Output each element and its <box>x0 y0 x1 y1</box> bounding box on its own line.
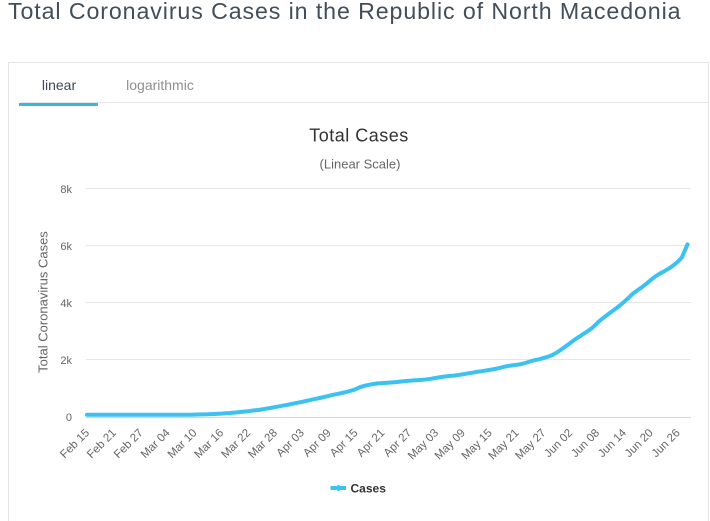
svg-text:Total Cases: Total Cases <box>309 126 409 146</box>
svg-text:Feb 15: Feb 15 <box>58 427 92 461</box>
svg-text:Jun 02: Jun 02 <box>542 427 575 460</box>
svg-text:Apr 03: Apr 03 <box>274 427 306 459</box>
svg-text:(Linear Scale): (Linear Scale) <box>320 157 401 172</box>
svg-text:Total Coronavirus Cases: Total Coronavirus Cases <box>36 231 51 373</box>
svg-text:Mar 22: Mar 22 <box>219 427 253 461</box>
svg-text:Jun 20: Jun 20 <box>623 427 656 460</box>
svg-text:Apr 21: Apr 21 <box>355 427 387 459</box>
svg-text:Mar 10: Mar 10 <box>166 427 200 461</box>
svg-text:2k: 2k <box>60 355 72 367</box>
svg-text:Jun 14: Jun 14 <box>596 427 629 460</box>
svg-text:May 27: May 27 <box>513 427 548 462</box>
svg-text:4k: 4k <box>60 298 72 310</box>
svg-text:Mar 16: Mar 16 <box>193 427 227 461</box>
svg-text:Jun 26: Jun 26 <box>650 427 683 460</box>
svg-text:Apr 15: Apr 15 <box>328 427 360 459</box>
svg-text:Cases: Cases <box>351 482 387 496</box>
svg-text:Mar 28: Mar 28 <box>246 427 280 461</box>
svg-text:6k: 6k <box>60 241 72 253</box>
svg-text:Feb 21: Feb 21 <box>85 427 119 461</box>
svg-text:Feb 27: Feb 27 <box>112 427 146 461</box>
svg-text:8k: 8k <box>60 184 72 196</box>
svg-text:Jun 08: Jun 08 <box>569 427 602 460</box>
svg-text:Apr 09: Apr 09 <box>301 427 333 459</box>
svg-text:0: 0 <box>66 412 72 424</box>
